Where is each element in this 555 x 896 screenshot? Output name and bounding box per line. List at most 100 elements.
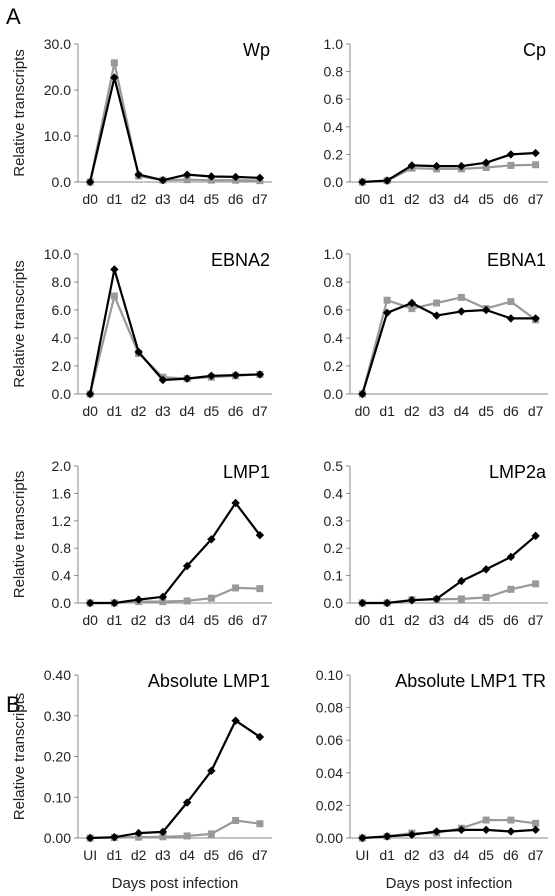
data-point-diamond <box>382 598 392 608</box>
series-line-0 <box>362 535 537 605</box>
y-tick-label: 0.2 <box>324 146 344 162</box>
x-tick-label: d5 <box>478 191 494 207</box>
data-point-diamond <box>358 177 367 187</box>
data-point-square <box>482 816 490 824</box>
data-point-diamond <box>506 150 516 159</box>
data-point-diamond <box>382 308 392 317</box>
x-tick-label: d1 <box>107 847 123 863</box>
y-tick-label: 0.20 <box>44 749 71 765</box>
y-tick-label: 2.0 <box>52 358 72 374</box>
data-point-diamond <box>85 598 95 608</box>
data-point-diamond <box>255 732 265 742</box>
x-tick-label: d1 <box>107 612 123 628</box>
data-point-diamond <box>255 173 265 183</box>
data-point-diamond <box>231 370 240 380</box>
data-point-square <box>507 298 515 306</box>
x-tick-label: d7 <box>528 847 544 863</box>
chart-title: Wp <box>243 40 270 60</box>
x-tick-label: d7 <box>528 191 544 207</box>
x-tick-label: UI <box>83 847 97 863</box>
x-tick-label: d7 <box>252 403 268 419</box>
x-tick-label: d6 <box>228 403 244 419</box>
data-point-square <box>482 164 490 172</box>
data-point-diamond <box>382 176 392 185</box>
data-point-square <box>408 305 416 313</box>
x-tick-label: d2 <box>131 612 147 628</box>
y-tick-label: 0.0 <box>324 595 344 611</box>
chart-title: EBNA1 <box>487 250 546 270</box>
y-tick-label: 0.10 <box>44 789 71 805</box>
data-point-diamond <box>481 305 491 315</box>
data-point-square <box>457 293 465 301</box>
x-tick-label: d0 <box>82 191 98 207</box>
data-point-diamond <box>85 833 95 843</box>
data-point-diamond <box>407 161 417 170</box>
data-point-diamond <box>231 172 240 182</box>
x-tick-label: d6 <box>228 612 244 628</box>
data-point-diamond <box>407 596 417 605</box>
x-tick-label: d2 <box>131 403 147 419</box>
data-point-square <box>232 816 240 824</box>
data-point-diamond <box>457 307 466 316</box>
chart-5: 0.0 0.1 0.2 0.3 0.4 0.5 d0 d1 d2 d3 d4 d5 d6 d7 LMP2a <box>324 458 548 628</box>
x-tick-label: d0 <box>355 191 371 207</box>
x-tick-label: d7 <box>528 403 544 419</box>
y-tick-label: 0.8 <box>52 540 72 556</box>
series-line-0 <box>90 719 261 840</box>
data-point-diamond <box>407 830 417 839</box>
y-tick-label: 0.5 <box>324 458 344 474</box>
x-tick-label: d3 <box>429 612 445 628</box>
data-point-diamond <box>481 825 491 835</box>
data-point-diamond <box>531 148 540 158</box>
data-point-square <box>207 594 215 602</box>
x-tick-label: d4 <box>179 191 195 207</box>
x-tick-label: d1 <box>379 612 395 628</box>
x-tick-label: d3 <box>429 403 445 419</box>
x-tick-label: d0 <box>355 403 371 419</box>
x-tick-label: d4 <box>454 612 470 628</box>
x-tick-label: d6 <box>228 191 244 207</box>
series-line-1 <box>89 61 260 183</box>
data-point-diamond <box>506 827 516 836</box>
data-point-diamond <box>432 161 441 171</box>
data-point-diamond <box>457 576 466 586</box>
y-tick-label: 0.30 <box>44 708 71 724</box>
y-tick-label: 30.0 <box>44 36 71 52</box>
chart-4: 0.0 0.4 0.8 1.2 1.6 2.0 d0 d1 d2 d3 d4 d5 d6 d7 LMP1 Re… <box>11 458 272 628</box>
y-tick-label: 2.0 <box>52 458 72 474</box>
y-tick-label: 0.06 <box>316 732 343 748</box>
data-point-square <box>507 161 515 169</box>
x-tick-label: d0 <box>355 612 371 628</box>
x-tick-label: d6 <box>503 847 519 863</box>
data-point-square <box>256 820 264 828</box>
x-tick-label: d3 <box>155 612 171 628</box>
chart-title: Absolute LMP1 TR <box>395 671 546 691</box>
data-point-diamond <box>134 170 143 179</box>
data-point-square <box>457 595 465 603</box>
chart-title: Cp <box>523 40 546 60</box>
y-tick-label: 0.00 <box>316 830 343 846</box>
data-point-square <box>532 161 540 169</box>
series-line-0 <box>90 501 261 605</box>
x-tick-label: d6 <box>228 847 244 863</box>
y-axis-label: Relative transcripts <box>11 693 28 821</box>
y-tick-label: 0.0 <box>324 386 344 402</box>
data-point-diamond <box>358 598 367 608</box>
data-point-diamond <box>207 371 216 380</box>
x-tick-label: d1 <box>379 847 395 863</box>
data-point-square <box>232 584 240 592</box>
data-point-diamond <box>231 716 240 725</box>
data-point-diamond <box>110 598 119 608</box>
y-tick-label: 0.4 <box>52 568 72 584</box>
y-tick-label: 1.6 <box>52 485 72 501</box>
x-tick-label: d7 <box>252 191 268 207</box>
x-tick-label: d5 <box>478 403 494 419</box>
data-point-square <box>159 833 167 841</box>
y-axis-label: Relative transcripts <box>11 471 28 599</box>
y-tick-label: 6.0 <box>52 302 72 318</box>
data-point-diamond <box>407 298 417 308</box>
y-tick-label: 0.0 <box>52 174 72 190</box>
data-point-diamond <box>358 389 367 399</box>
chart-1: 0.0 0.2 0.4 0.6 0.8 1.0 d0 d1 d2 d3 d4 d5 d6 d7 Cp <box>324 36 548 207</box>
y-tick-label: 0.4 <box>324 485 344 501</box>
